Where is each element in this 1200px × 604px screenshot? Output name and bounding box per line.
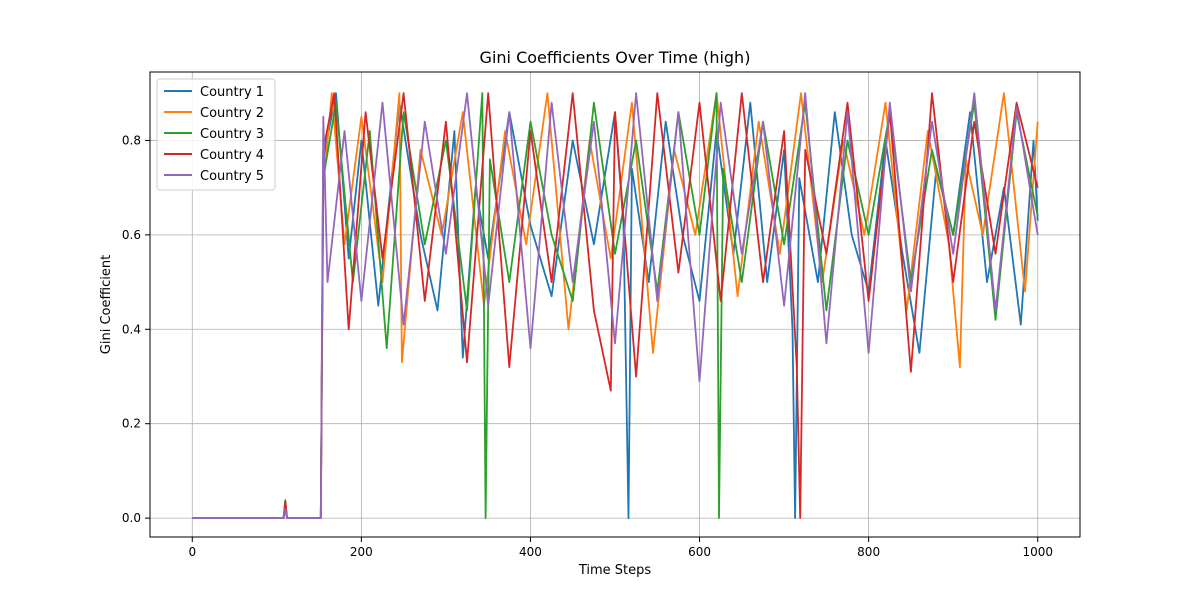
series-line-country-3 xyxy=(192,92,1039,519)
legend-label: Country 2 xyxy=(200,106,264,121)
series-line-country-1 xyxy=(192,92,1039,519)
y-tick-label: 0.0 xyxy=(122,511,141,525)
plot-frame xyxy=(149,71,1081,538)
y-tick-label: 0.4 xyxy=(122,322,141,336)
series-line-country-5 xyxy=(192,92,1039,519)
chart-title: Gini Coefficients Over Time (high) xyxy=(480,48,751,67)
series-line-country-4 xyxy=(192,92,1039,519)
legend-label: Country 4 xyxy=(200,148,264,163)
x-axis-ticks: 0 200 400 600 800 1000 xyxy=(188,537,1053,559)
y-axis-ticks: 0.0 0.2 0.4 0.6 0.8 xyxy=(122,133,150,525)
x-tick-label: 200 xyxy=(350,545,373,559)
y-tick-label: 0.2 xyxy=(122,417,141,431)
y-tick-label: 0.6 xyxy=(122,228,141,242)
y-axis-label: Gini Coefficient xyxy=(99,255,114,354)
x-axis-label: Time Steps xyxy=(578,563,652,578)
series-lines xyxy=(192,92,1039,519)
x-tick-label: 400 xyxy=(519,545,542,559)
legend-label: Country 3 xyxy=(200,127,264,142)
series-line-country-2 xyxy=(192,92,1039,519)
legend-box xyxy=(156,78,276,191)
legend-label: Country 5 xyxy=(200,169,264,184)
x-tick-label: 800 xyxy=(857,545,880,559)
legend: Country 1 Country 2 Country 3 Country 4 Coun… xyxy=(156,78,276,191)
x-tick-label: 0 xyxy=(188,545,196,559)
x-tick-label: 600 xyxy=(688,545,711,559)
y-tick-label: 0.8 xyxy=(122,133,141,147)
x-tick-label: 1000 xyxy=(1022,545,1053,559)
legend-label: Country 1 xyxy=(200,85,264,100)
